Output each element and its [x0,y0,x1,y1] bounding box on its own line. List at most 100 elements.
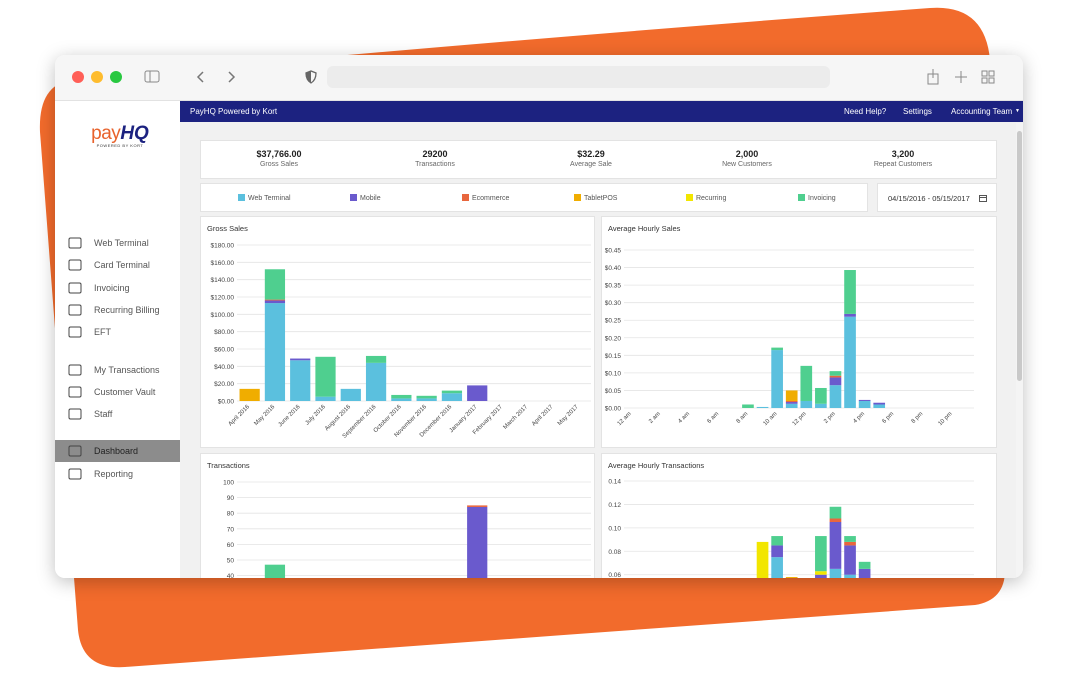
sidebar-icon [68,386,82,398]
minimize-button[interactable] [91,71,103,83]
bar-segment [829,518,842,522]
bar-segment [416,395,437,399]
chart: $0.00 $0.05 $0.10 $0.15 $0.20 $0.25 $0.30 $0.35… [605,248,974,427]
logo[interactable]: payHQ POWERED BY KORT [85,123,155,148]
legend-entry: TabletPOS [574,194,617,202]
bar-segment [441,393,463,401]
date-range-picker[interactable]: 04/15/2016 - 05/15/2017 [877,183,997,212]
x-tick-label: 8 am [736,411,750,425]
zoom-button[interactable] [110,71,122,83]
stat-value: $37,766.00 [256,149,302,159]
legend: Web Terminal Mobile Ecommerce TabletPOS Recu… [200,183,868,212]
stat-value: 2,000 [735,149,759,159]
x-tick-label: 10 pm [937,411,953,427]
toolbar-right-icons[interactable] [925,68,1015,86]
bar-segment [829,522,842,569]
sidebar-item[interactable]: Dashboard [55,440,180,463]
address-bar[interactable] [327,66,830,88]
legend-swatch [574,194,581,201]
y-tick-label: $60.00 [214,347,234,354]
y-tick-label: $0.40 [605,265,622,272]
bar-segment [785,403,798,408]
nav-link[interactable]: Settings [903,107,932,116]
y-tick-label: $0.20 [605,335,622,342]
sidebar-item[interactable]: Recurring Billing [55,299,180,321]
bar-segment [800,400,813,408]
chart-panel: Average Hourly Sales $0.00 $0.05 $0.10 $0.15… [601,216,997,448]
y-tick-label: $0.00 [605,406,622,413]
sidebar-item[interactable]: Customer Vault [55,381,180,403]
calendar-icon [979,195,987,202]
stats-bar: $37,766.00 Gross Sales 29200 Transactions $3… [200,140,997,179]
sidebar-icon [68,445,82,457]
sidebar-label: Dashboard [94,446,139,457]
bar-segment [829,377,842,386]
privacy-icon[interactable] [303,69,319,85]
x-tick-label: 2 pm [823,411,837,425]
legend-label: Web Terminal [248,195,291,202]
bar-segment [844,574,856,578]
x-tick-label: 4 am [677,411,691,425]
logo-hq: HQ [120,123,149,144]
bar-segment [467,505,488,507]
bar-segment [829,568,842,578]
stat-value: 3,200 [891,149,915,159]
legend-entry: Web Terminal [238,194,291,202]
y-tick-label: $0.35 [605,283,622,290]
bar-segment [264,300,286,304]
sidebar-item[interactable]: EFT [55,321,180,343]
sidebar-item[interactable]: Web Terminal [55,232,180,254]
sidebar-item[interactable]: My Transactions [55,359,180,381]
sidebar-item[interactable]: Card Terminal [55,254,180,276]
stat-label: Gross Sales [259,161,299,168]
sidebar-label: My Transactions [94,364,160,375]
y-tick-label: $0.30 [605,300,622,307]
bar-segment [239,388,260,401]
y-tick-label: $0.15 [605,353,622,360]
scrollbar[interactable] [1016,123,1023,578]
bar-segment [785,390,798,401]
y-tick-label: 0.14 [608,479,621,486]
toolbar-icons[interactable] [143,69,213,85]
icon-shape [68,364,82,375]
nav-link[interactable]: Accounting Team [951,107,1013,116]
chart-panel: Gross Sales $0.00 $20.00 $40.00 $60.00 $80.00… [200,216,595,448]
sidebar-label: Reporting [94,468,134,479]
y-tick-label: $0.10 [605,370,622,377]
bar-segment [785,400,798,403]
stat: $32.29 Average Sale [531,149,651,168]
dropdown-caret[interactable]: ▼ [1015,108,1020,114]
stat-value: 29200 [422,149,448,159]
legend-entry: Mobile [350,194,381,202]
bar-segment [365,362,387,401]
legend-label: TabletPOS [584,195,618,202]
bar-segment [858,561,871,569]
x-tick-label: 12 pm [792,411,808,427]
x-tick-label: 8 pm [911,411,925,425]
legend-label: Invoicing [808,195,836,202]
bar-segment [844,536,856,542]
chart-title: Average Hourly Transactions [608,461,705,470]
close-button[interactable] [72,71,84,83]
logo-tagline: POWERED BY KORT [96,143,144,148]
top-navbar: PayHQ Powered by Kort Need Help? Setting… [180,101,1023,122]
sidebar-label: Customer Vault [94,386,156,397]
sidebar-item[interactable]: Invoicing [55,277,180,299]
bar-segment [264,564,286,578]
sidebar-item[interactable]: Reporting [55,463,180,485]
bar-segment [873,402,886,405]
forward-button[interactable] [225,69,245,85]
logo-pay: pay [91,123,121,144]
nav-brand[interactable]: PayHQ Powered by Kort [190,107,278,116]
sidebar-item[interactable]: Staff [55,403,180,425]
sidebar-label: Recurring Billing [94,304,160,315]
bar-segment [290,360,311,401]
x-tick-label: 6 pm [882,411,896,425]
sidebar-label: Web Terminal [94,238,149,248]
stat-label: New Customers [722,161,772,168]
legend-label: Ecommerce [472,195,510,202]
bar-segment [815,571,827,575]
nav-link[interactable]: Need Help? [844,107,887,116]
sidebar: payHQ POWERED BY KORT Web Terminal Card T… [55,101,181,578]
